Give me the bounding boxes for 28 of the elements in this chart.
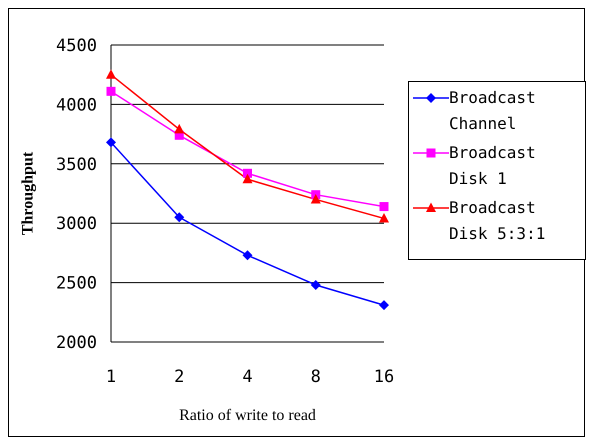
y-axis-title: Throughput — [20, 151, 37, 236]
point — [310, 280, 321, 290]
point — [242, 250, 252, 260]
point — [106, 69, 116, 79]
x-axis-title: Ratio of write to read — [179, 407, 316, 424]
y-tick-label: 2500 — [56, 274, 97, 294]
point — [106, 86, 116, 96]
y-tick-label: 4500 — [56, 36, 97, 56]
point — [174, 212, 184, 222]
point — [174, 124, 184, 134]
y-tick-label: 4000 — [56, 95, 97, 116]
x-tick-label: 16 — [374, 367, 394, 388]
y-tick-label: 3000 — [56, 214, 97, 234]
point — [310, 194, 321, 204]
legend-label: Broadcast Disk 1 — [449, 142, 537, 190]
point — [242, 174, 252, 184]
legend-label: Broadcast Channel — [449, 87, 537, 135]
point — [379, 212, 389, 222]
y-tick-label: 2000 — [56, 333, 97, 354]
point — [379, 300, 389, 310]
x-tick-label: 2 — [174, 367, 184, 388]
x-tick-label: 4 — [242, 367, 253, 388]
y-tick-label: 3500 — [56, 154, 97, 175]
legend-label: Broadcast Disk 5:3:1 — [449, 197, 546, 245]
x-tick-label: 8 — [310, 367, 321, 388]
point — [380, 202, 388, 212]
x-tick-label: 1 — [106, 367, 116, 388]
point — [106, 137, 116, 148]
